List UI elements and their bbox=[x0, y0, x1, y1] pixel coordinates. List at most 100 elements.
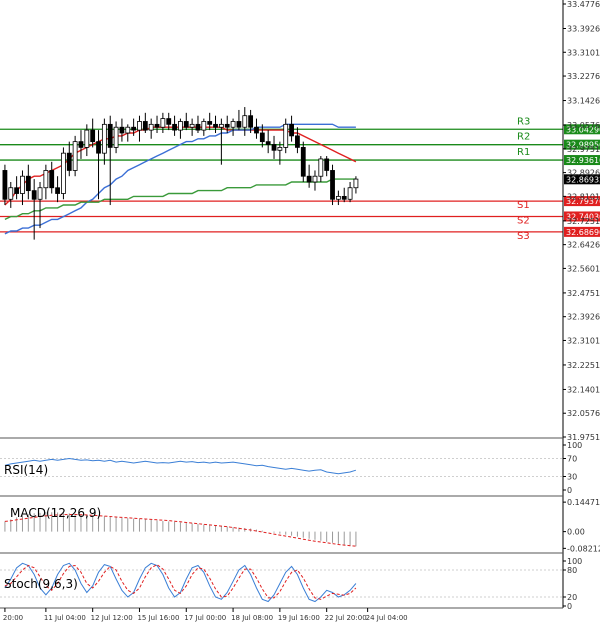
candle-body bbox=[148, 123, 154, 131]
candle-body bbox=[178, 121, 183, 131]
candle-body bbox=[172, 123, 177, 131]
candle-body bbox=[277, 147, 283, 151]
candle-body bbox=[84, 129, 90, 148]
x-tick-label: 18 Jul 08:00 bbox=[231, 614, 273, 622]
macd-signal-line bbox=[4, 514, 356, 547]
macd-tick-label: 0.00 bbox=[567, 528, 585, 537]
stoch-d-line bbox=[4, 564, 357, 600]
x-tick-label: 17 Jul 00:00 bbox=[184, 614, 226, 622]
ma-line-2 bbox=[4, 178, 356, 221]
price-tick-label: 32.31010 bbox=[567, 336, 600, 345]
candle-body bbox=[306, 175, 312, 183]
level-tag-bg-s1 bbox=[564, 196, 600, 207]
level-name-r2: R2 bbox=[517, 132, 530, 143]
candle-body bbox=[137, 121, 142, 131]
candle-body bbox=[43, 170, 49, 189]
candle-body bbox=[37, 187, 43, 200]
rsi-tick-label: 100 bbox=[567, 441, 582, 450]
price-tick-label: 33.31010 bbox=[567, 48, 600, 57]
candle-body bbox=[125, 126, 131, 134]
level-tag-r1: 32.93610 bbox=[566, 156, 600, 165]
candle-body bbox=[183, 121, 189, 128]
candle-body bbox=[330, 170, 335, 200]
candle-body bbox=[154, 123, 160, 128]
candle-body bbox=[166, 118, 172, 125]
candle-body bbox=[271, 144, 277, 151]
x-tick-label: 20:00 bbox=[3, 614, 23, 622]
candle-body bbox=[353, 178, 359, 189]
rsi-line bbox=[4, 457, 357, 475]
candle-body bbox=[90, 129, 96, 143]
candle-body bbox=[66, 152, 72, 171]
rsi-tick-label: 0 bbox=[567, 486, 572, 495]
candlestick-layer bbox=[2, 107, 359, 240]
x-tick-label: 15 Jul 16:00 bbox=[137, 614, 179, 622]
current-price-tag-bg bbox=[564, 174, 600, 185]
price-tick-label: 32.97510 bbox=[567, 145, 600, 154]
price-tick-label: 32.05760 bbox=[567, 409, 600, 418]
level-name-r3: R3 bbox=[517, 116, 530, 127]
rsi-panel bbox=[0, 457, 563, 477]
candle-body bbox=[236, 121, 242, 128]
candle-body bbox=[2, 170, 8, 200]
rsi-title: RSI(14) bbox=[4, 463, 48, 477]
candle-body bbox=[8, 187, 14, 200]
macd-tick-label: -0.08212 bbox=[567, 544, 600, 553]
candle-body bbox=[213, 123, 218, 128]
candle-body bbox=[14, 187, 20, 194]
stoch-tick-label: 0 bbox=[567, 602, 572, 611]
candle-body bbox=[335, 195, 341, 200]
candle-body bbox=[131, 126, 137, 131]
stoch-tick-label: 100 bbox=[567, 557, 582, 566]
candle-body bbox=[230, 121, 236, 128]
price-tick-label: 32.81010 bbox=[567, 192, 600, 201]
candle-body bbox=[72, 141, 78, 171]
price-tick-label: 32.14010 bbox=[567, 385, 600, 394]
candle-body bbox=[242, 115, 248, 128]
price-tick-label: 33.14260 bbox=[567, 97, 600, 106]
macd-panel bbox=[4, 512, 357, 547]
candle-body bbox=[25, 175, 31, 192]
rsi-tick-label: 30 bbox=[567, 473, 577, 482]
candle-body bbox=[195, 123, 201, 131]
stoch-tick-label: 20 bbox=[567, 593, 577, 602]
level-tag-s3: 32.68690 bbox=[566, 228, 600, 237]
macd-title: MACD(12,26,9) bbox=[10, 506, 101, 520]
candle-body bbox=[49, 170, 55, 189]
stoch-panel bbox=[0, 562, 563, 603]
candle-body bbox=[289, 123, 294, 137]
candle-body bbox=[283, 123, 289, 148]
macd-tick-label: 0.144719 bbox=[567, 498, 600, 507]
x-tick-label: 24 Jul 04:00 bbox=[366, 614, 408, 622]
candle-body bbox=[160, 118, 166, 128]
stoch-k-line bbox=[4, 562, 357, 603]
candle-body bbox=[254, 126, 259, 134]
candle-body bbox=[265, 141, 271, 145]
candle-body bbox=[55, 187, 60, 194]
candle-body bbox=[318, 158, 324, 177]
candle-body bbox=[101, 123, 107, 154]
candle-body bbox=[324, 158, 330, 171]
candle-body bbox=[207, 121, 213, 125]
x-tick-label: 12 Jul 12:00 bbox=[91, 614, 133, 622]
price-tick-label: 33.05760 bbox=[567, 121, 600, 130]
level-tag-s1: 32.79370 bbox=[566, 197, 600, 206]
candle-body bbox=[312, 175, 318, 183]
candle-body bbox=[142, 121, 148, 131]
level-name-s1: S1 bbox=[517, 200, 530, 211]
level-tag-bg-r1 bbox=[564, 155, 600, 166]
level-tag-bg-r3 bbox=[564, 124, 600, 135]
x-tick-label: 22 Jul 20:00 bbox=[325, 614, 367, 622]
price-tick-label: 32.64260 bbox=[567, 241, 600, 250]
candle-body bbox=[20, 175, 25, 194]
candle-body bbox=[300, 147, 306, 177]
x-tick-label: 11 Jul 04:00 bbox=[44, 614, 86, 622]
candle-body bbox=[78, 141, 84, 148]
stoch-tick-label: 80 bbox=[567, 566, 577, 575]
candle-body bbox=[189, 123, 195, 128]
candle-body bbox=[248, 115, 254, 128]
level-tag-bg-s2 bbox=[564, 211, 600, 222]
price-tick-label: 31.97510 bbox=[567, 433, 600, 442]
candle-body bbox=[61, 152, 66, 194]
